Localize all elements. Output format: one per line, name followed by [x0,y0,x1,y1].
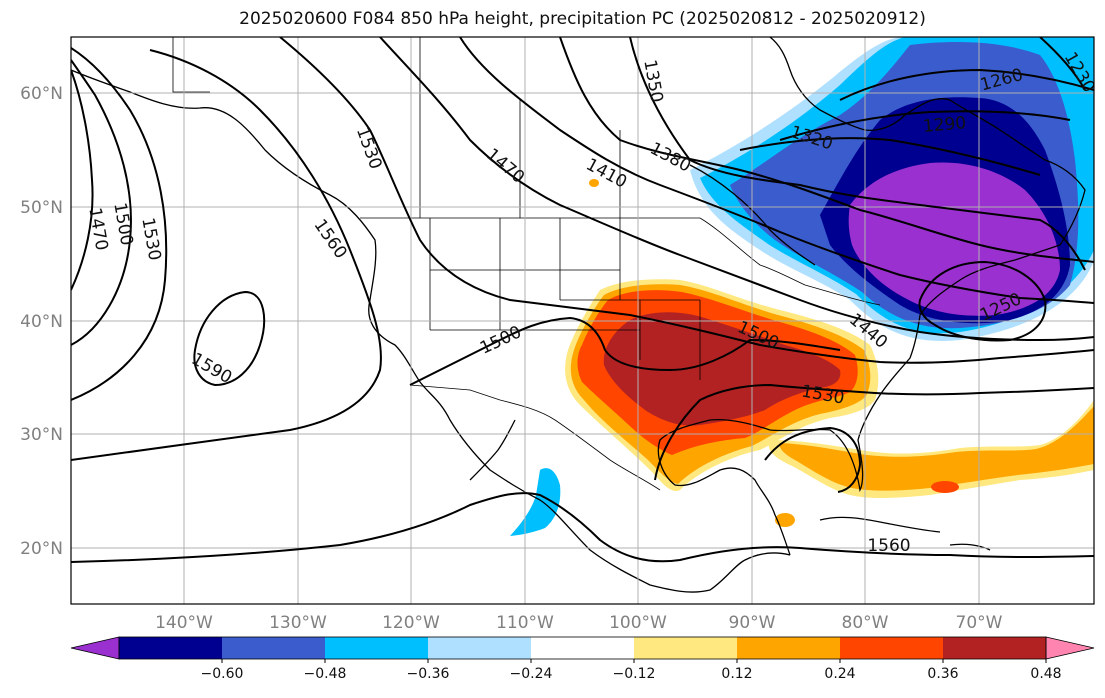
map-panel: 1350 1260 1230 1320 1290 1380 1410 1470 … [71,37,1094,604]
colorbar-segment [840,637,944,659]
shade-m060 [848,162,1060,316]
colorbar-segment [943,637,1047,659]
hispaniola [949,543,991,551]
contour-1500-west [71,59,132,346]
negative-anomaly-shading [510,37,1094,536]
contour-1530-east [654,383,1094,481]
map-frame [70,36,1095,605]
contour-1290 [779,110,1071,141]
contour-1250 [918,260,1047,342]
gulf-atlantic-coast [657,244,1061,556]
contour-1260 [839,68,1094,101]
alaska-yukon-border [172,37,210,93]
contour-1470-west [71,69,94,291]
lon-label: 100°W [609,613,667,633]
contour-1380 [559,37,1094,263]
colorbar-tick-label: 0.24 [824,666,855,682]
colorbar-tick-label: 0.36 [927,666,958,682]
lon-label: 130°W [269,613,327,633]
lon-label: 120°W [382,613,440,633]
contour-1470 [279,37,1094,364]
colorbar-segment [325,637,429,659]
canada-province-borders [419,37,621,218]
colorbar-segment [634,637,738,659]
colorbar-tick-labels: −0.60 −0.48 −0.36 −0.24 −0.12 0.12 0.24 0.36 0.4… [201,659,1062,682]
shade-baja [510,468,561,536]
colorbar-segment [119,637,223,659]
contour-label: 1290 [922,113,967,137]
colorbar-tick-label: −0.12 [613,666,656,682]
lon-label: 80°W [842,613,889,633]
colorbar-tick-label: −0.24 [510,666,553,682]
height-contours [71,37,1094,563]
shade-atlantic-p036 [931,481,959,493]
lat-label: 20°N [20,539,63,559]
lat-label: 30°N [20,425,63,445]
lon-label: 90°W [729,613,776,633]
gulf-of-california [469,419,516,481]
colorbar-tick-label: −0.36 [407,666,450,682]
colorbar-segment [222,637,326,659]
longitude-labels: 140°W 130°W 120°W 110°W 100°W 90°W 80°W … [155,613,1003,633]
lon-label: 70°W [956,613,1003,633]
pacific-coast [71,69,791,593]
us-canada-east-border [699,217,881,306]
colorbar-tick-label: 0.48 [1030,666,1061,682]
lat-label: 60°N [20,84,63,104]
colorbar-segment [737,637,841,659]
chart-title: 2025020600 F084 850 hPa height, precipit… [239,9,926,29]
contour-1560-west [71,49,382,461]
cuba [819,516,941,533]
contour-label: 1560 [867,536,910,556]
contour-1560-florida [764,426,862,493]
contour-1440 [379,37,1094,342]
contour-1350 [629,37,1086,271]
colorbar-tick-label: 0.12 [721,666,752,682]
coastlines [71,37,1086,593]
lon-label: 110°W [496,613,554,633]
contour-1500-mid [409,316,841,386]
lat-label: 50°N [20,198,63,218]
hudson-labrador-coast [769,37,1086,246]
colorbar-tick-label: −0.48 [304,666,347,682]
colorbar-segment [531,637,635,659]
colorbar-extend-high [1045,636,1095,660]
contour-1560-south [71,492,1094,563]
contour-1230 [1039,37,1086,91]
contour-1320 [739,137,1041,176]
latitude-labels: 60°N 50°N 40°N 30°N 20°N [20,84,63,559]
positive-anomaly-shading [565,179,1094,527]
colorbar-tick-label: −0.60 [201,666,244,682]
colorbar-segment [428,637,532,659]
colorbar [70,636,1095,660]
contour-1410 [459,37,1094,304]
contour-1590 [193,290,266,387]
shade-p048 [603,312,841,426]
lon-label: 140°W [155,613,213,633]
shade-yucatan-p024 [775,513,795,527]
colorbar-extend-low [70,636,120,660]
colorbar-outline [118,636,1047,660]
shade-alberta-p024 [589,179,599,187]
lat-label: 40°N [20,312,63,332]
contour-1530-west [71,47,168,401]
